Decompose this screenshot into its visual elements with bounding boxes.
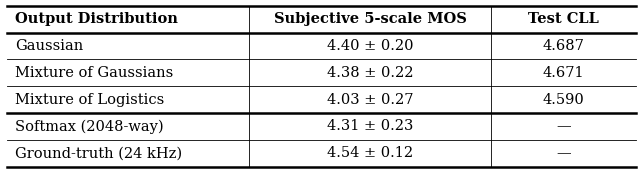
- Text: 4.38 ± 0.22: 4.38 ± 0.22: [327, 66, 413, 80]
- Text: —: —: [556, 119, 571, 133]
- Text: 4.687: 4.687: [543, 39, 585, 53]
- Text: 4.40 ± 0.20: 4.40 ± 0.20: [327, 39, 413, 53]
- Text: Mixture of Gaussians: Mixture of Gaussians: [15, 66, 173, 80]
- Text: Subjective 5-scale MOS: Subjective 5-scale MOS: [274, 12, 467, 26]
- Text: 4.03 ± 0.27: 4.03 ± 0.27: [327, 93, 413, 107]
- Text: —: —: [556, 146, 571, 160]
- Text: 4.31 ± 0.23: 4.31 ± 0.23: [327, 119, 413, 133]
- Text: Mixture of Logistics: Mixture of Logistics: [15, 93, 164, 107]
- Text: 4.590: 4.590: [543, 93, 585, 107]
- Text: Output Distribution: Output Distribution: [15, 12, 178, 26]
- Text: Test CLL: Test CLL: [529, 12, 599, 26]
- Text: 4.671: 4.671: [543, 66, 584, 80]
- Text: Softmax (2048-way): Softmax (2048-way): [15, 119, 163, 134]
- Text: 4.54 ± 0.12: 4.54 ± 0.12: [327, 146, 413, 160]
- Text: Gaussian: Gaussian: [15, 39, 83, 53]
- Text: Ground-truth (24 kHz): Ground-truth (24 kHz): [15, 146, 182, 160]
